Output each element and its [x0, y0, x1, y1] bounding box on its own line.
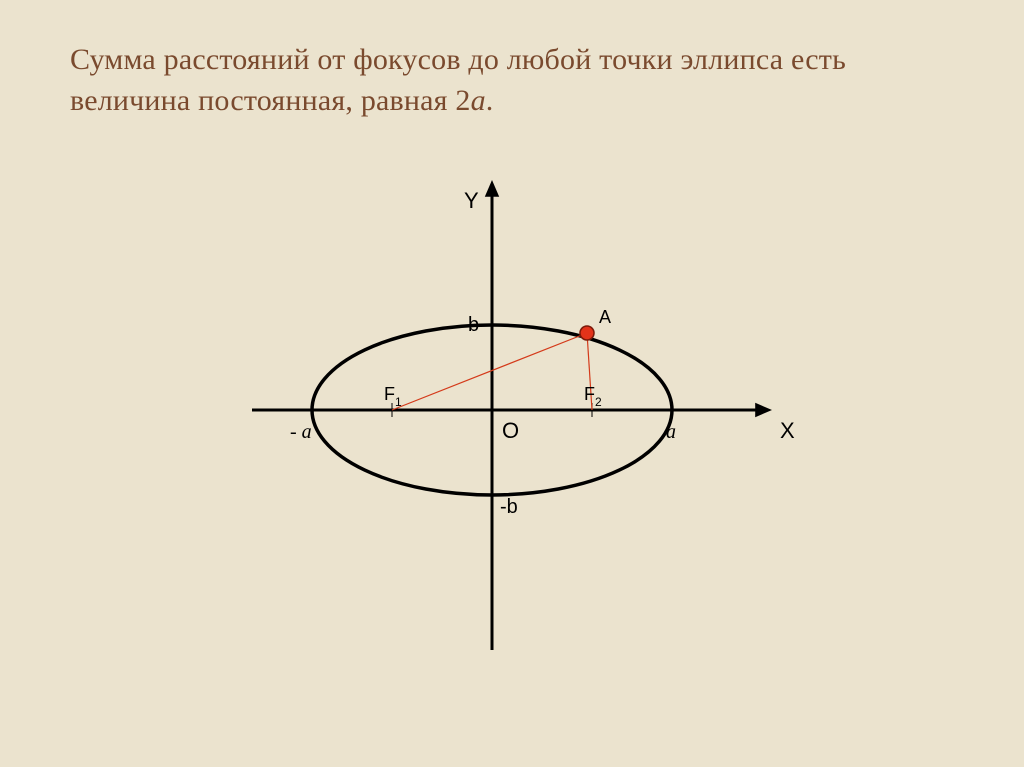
focal-line-1	[392, 333, 587, 410]
slide: Сумма расстояний от фокусов до любой точ…	[0, 0, 1024, 767]
y-axis-label: Y	[464, 188, 479, 213]
x-axis-arrow	[755, 403, 772, 417]
x-axis-label: X	[780, 418, 795, 443]
title-line2-prefix: величина постоянная, равная 2	[70, 84, 471, 117]
focus2-label: F2	[584, 384, 602, 409]
diagram-container: Y X Ob -b a - a A F1 F2	[0, 150, 1024, 767]
neg-b-label: -b	[500, 496, 518, 518]
title-line2-suffix: .	[486, 84, 494, 117]
y-axis-arrow	[485, 180, 499, 197]
title-line2-var: а	[471, 84, 486, 117]
ellipse-diagram: Y X Ob -b a - a A F1 F2	[192, 150, 832, 670]
point-a	[580, 326, 594, 340]
point-a-label: A	[599, 307, 611, 327]
title-line1: Сумма расстояний от фокусов до любой точ…	[70, 43, 846, 76]
b-label: b	[468, 314, 479, 336]
focus1-label: F1	[384, 384, 402, 409]
origin-label: O	[502, 418, 519, 443]
neg-a-label: - a	[290, 421, 312, 443]
a-label: a	[666, 421, 676, 443]
slide-title: Сумма расстояний от фокусов до любой точ…	[70, 40, 954, 121]
